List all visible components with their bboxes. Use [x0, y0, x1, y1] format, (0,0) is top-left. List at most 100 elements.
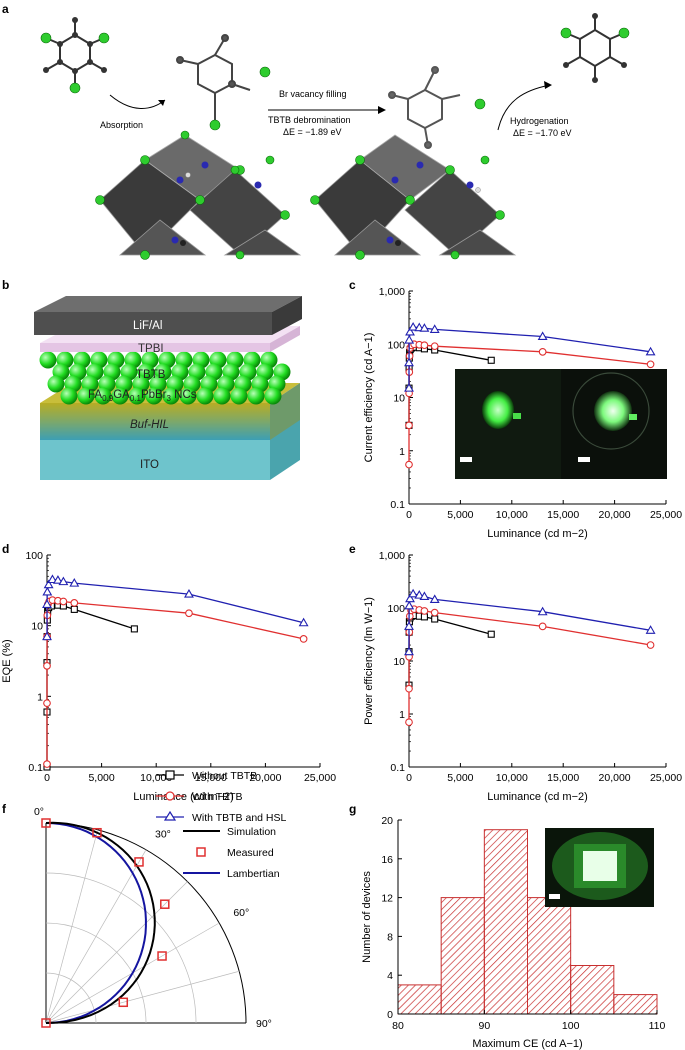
y-tick-label: 16: [381, 854, 393, 866]
data-point: [408, 321, 419, 331]
legend-label-without: Without TBTB: [192, 770, 257, 782]
label-energy-1: ΔE = −1.89 eV: [283, 127, 342, 137]
x-tick-label: 5,000: [88, 772, 114, 784]
data-point: [414, 590, 425, 599]
data-point: [404, 646, 414, 656]
label-br-vacancy: Br vacancy filling: [279, 89, 347, 99]
chart-power-efficiency: 0.1 1 10 100 1,000 0 5,000 10,000 15,000 20,000 25…: [363, 550, 682, 803]
x-tick-label: 25,000: [650, 772, 682, 784]
bromide-atoms: [95, 130, 505, 260]
x-tick-label: 90: [478, 1020, 490, 1032]
nc-sphere: [213, 387, 231, 405]
x-tick-label: 15,000: [195, 772, 227, 784]
tbtb-molecule-adsorbed: [176, 34, 251, 120]
nc-sphere: [111, 387, 129, 405]
y-tick-label: 0.1: [390, 762, 405, 774]
chart-angular-emission: 0° 30° 60° 90° Simulation Measured Lambertian: [34, 806, 280, 1030]
tbtb-molecule-debrominated: [388, 66, 461, 149]
panel-label-f: f: [2, 802, 7, 816]
data-point: [646, 360, 655, 369]
layer-label-hil: Buf-HIL: [130, 419, 169, 431]
nc-sphere: [47, 375, 65, 393]
perovskite-slab-left: [99, 134, 302, 256]
x-tick-label: 15,000: [547, 772, 579, 784]
x-tick-label: 5,000: [447, 509, 473, 521]
arrow-absorption: [109, 94, 166, 109]
legend-swatch: [196, 847, 206, 857]
chart-current-efficiency: 0.1 1 10 100 1,000 0 5,000 10,000 15,000 20,000 25…: [363, 286, 682, 540]
perovskite-slab-right: [314, 134, 517, 256]
nc-sphere: [128, 387, 146, 405]
x-tick-label: 20,000: [599, 772, 631, 784]
data-point: [42, 599, 52, 608]
x-tick-label: 25,000: [304, 772, 336, 784]
nc-sphere: [264, 387, 282, 405]
y-tick-label: 1: [399, 446, 405, 458]
label-hydrogenation: Hydrogenation: [510, 116, 569, 126]
y-tick-label: 20: [381, 815, 393, 827]
measured-point: [41, 1018, 51, 1028]
panel-label-b: b: [2, 278, 9, 292]
nc-sphere: [77, 387, 95, 405]
data-point: [299, 635, 308, 643]
histogram-bar: [613, 994, 658, 1015]
y-axis-label: EQE (%): [1, 639, 13, 682]
measured-point: [134, 857, 144, 867]
measured-point: [118, 997, 129, 1008]
data-point: [538, 347, 547, 356]
legend-label: Measured: [227, 847, 274, 859]
data-point: [47, 574, 58, 584]
nc-sphere: [39, 351, 57, 369]
data-point: [70, 599, 79, 607]
layer-label-lif: LiF/Al: [133, 320, 162, 332]
label-absorption: Absorption: [100, 120, 143, 130]
histogram-bar: [397, 984, 442, 1015]
y-axis-label: Power efficiency (lm W−1): [363, 597, 375, 725]
measured-point: [160, 899, 170, 909]
polar-tick-label: 90°: [256, 1018, 272, 1030]
data-point: [538, 622, 547, 631]
photo-inset-g: [545, 828, 654, 907]
device-stack: [34, 296, 302, 480]
data-point: [69, 578, 80, 587]
x-tick-label: 5,000: [447, 772, 473, 784]
data-point: [43, 760, 51, 768]
nc-sphere: [196, 387, 214, 405]
data-point: [645, 625, 656, 634]
nc-sphere: [247, 387, 265, 405]
data-point: [646, 641, 655, 649]
x-tick-label: 0: [406, 509, 412, 521]
simulation-curve: [45, 821, 156, 1024]
measured-point: [157, 951, 167, 961]
panel-label-c: c: [349, 278, 356, 292]
data-point: [430, 608, 439, 617]
nc-sphere: [162, 387, 180, 405]
cation-molecules: [171, 161, 481, 246]
y-tick-label: 100: [387, 339, 405, 351]
data-point: [405, 421, 413, 430]
x-tick-label: 20,000: [249, 772, 281, 784]
histogram-bar: [440, 897, 485, 1015]
nc-sphere: [94, 387, 112, 405]
nc-sphere: [230, 387, 248, 405]
data-point: [298, 617, 309, 627]
x-tick-label: 0: [44, 772, 50, 784]
panel-label-d: d: [2, 542, 9, 556]
data-point: [405, 718, 413, 727]
x-axis-label: Luminance (cd m−2): [487, 791, 588, 803]
data-point: [42, 586, 53, 596]
data-point: [405, 460, 413, 469]
x-axis-label: Luminance (cd m−2): [487, 528, 588, 540]
chart-ce-histogram: 0 4 8 12 16 20 80 90 100 110 Maximum CE (cd A−1) Nu…: [361, 815, 666, 1050]
layer-label-tbtb: TBTB: [136, 369, 166, 381]
x-tick-label: 100: [562, 1020, 580, 1032]
y-tick-label: 0: [387, 1009, 393, 1021]
y-tick-label: 4: [387, 970, 393, 982]
data-point: [537, 606, 548, 616]
polar-grid-ray: [45, 849, 147, 1024]
layer-lif-al: [34, 296, 302, 335]
x-tick-label: 10,000: [496, 772, 528, 784]
data-point: [429, 594, 440, 603]
data-point: [43, 662, 51, 670]
